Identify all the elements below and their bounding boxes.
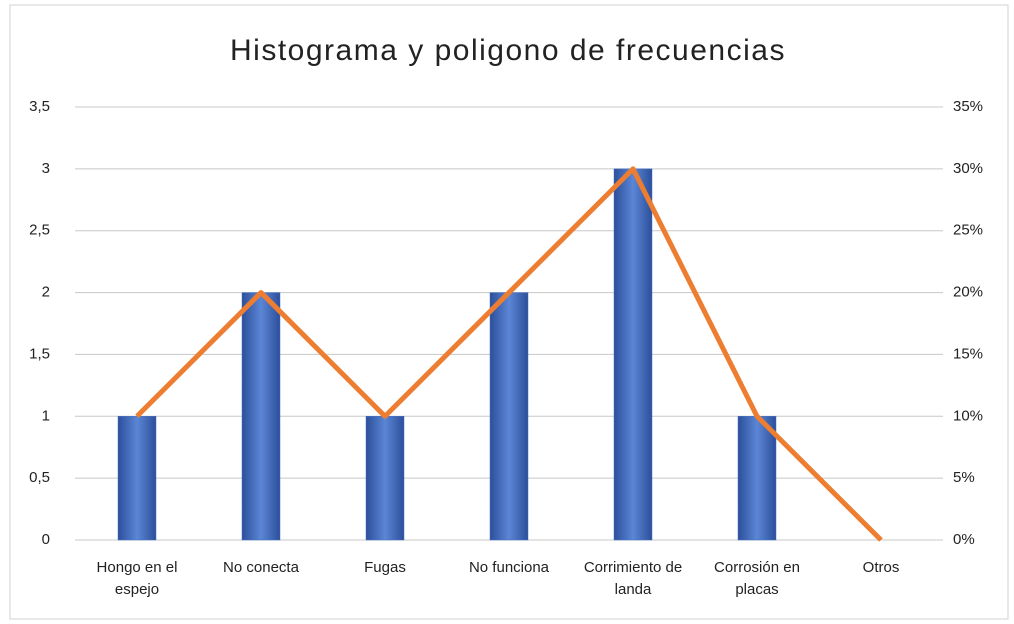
bar xyxy=(613,168,653,541)
x-tick-label: Hongo en el espejo xyxy=(96,559,178,598)
y2-tick-label: 25% xyxy=(953,222,983,239)
bar xyxy=(365,416,405,541)
chart-title: Histograma y poligono de frecuencias xyxy=(230,34,786,67)
y2-tick-label: 5% xyxy=(953,469,975,486)
y-tick-label: 1,5 xyxy=(29,345,50,362)
x-tick-label: Corrimiento de landa xyxy=(583,559,683,598)
bar xyxy=(117,416,157,541)
y-tick-label: 3 xyxy=(42,160,50,177)
y-tick-label: 2 xyxy=(42,284,50,301)
x-tick-label: No funciona xyxy=(468,559,550,576)
y2-tick-label: 0% xyxy=(953,531,975,548)
y2-tick-label: 35% xyxy=(953,98,983,115)
y2-tick-label: 20% xyxy=(953,284,983,301)
y2-tick-label: 15% xyxy=(953,345,983,362)
y-tick-label: 0,5 xyxy=(29,469,50,486)
y-tick-label: 1 xyxy=(42,407,50,424)
y2-tick-label: 30% xyxy=(953,160,983,177)
y-tick-label: 2,5 xyxy=(29,222,50,239)
bar xyxy=(241,292,281,541)
x-tick-label: Corrosión en placas xyxy=(714,559,800,598)
y2-tick-label: 10% xyxy=(953,407,983,424)
line xyxy=(135,166,883,542)
bar xyxy=(737,416,777,541)
bar xyxy=(489,292,529,541)
y-tick-label: 0 xyxy=(42,531,50,548)
x-tick-label: No conecta xyxy=(223,559,299,576)
y-tick-label: 3,5 xyxy=(29,98,50,115)
x-tick-label: Otros xyxy=(862,559,900,576)
x-tick-label: Fugas xyxy=(364,559,406,576)
